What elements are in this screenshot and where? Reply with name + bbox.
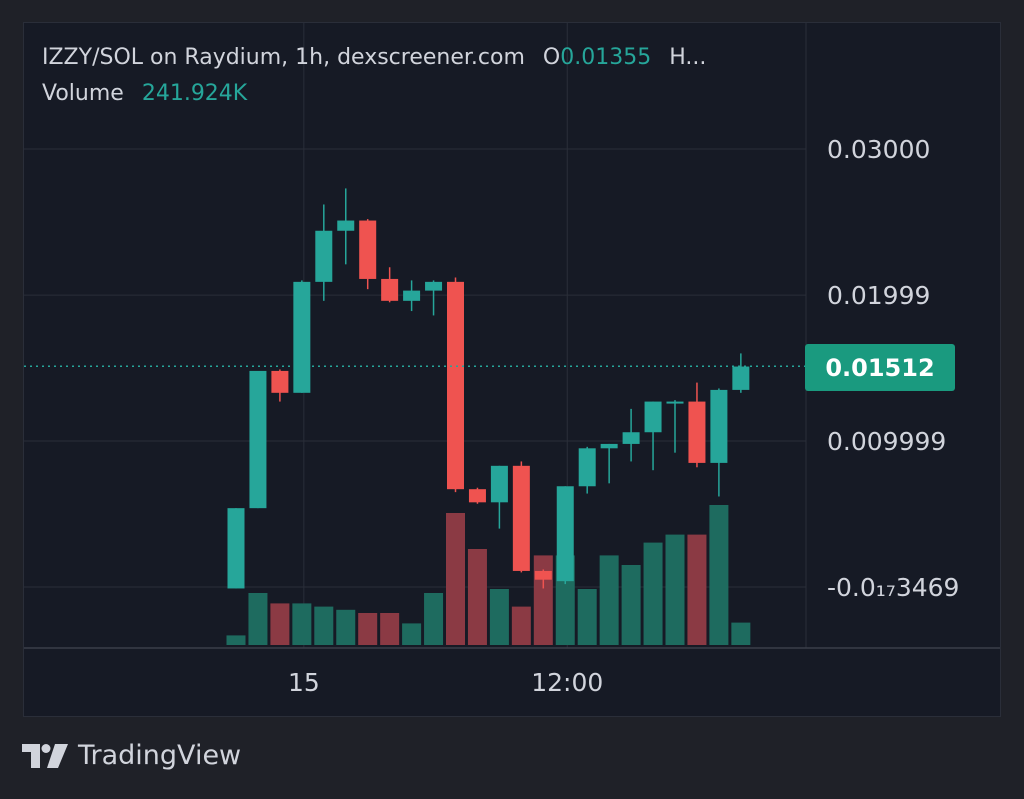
volume-bar bbox=[643, 542, 663, 645]
candle bbox=[512, 461, 530, 573]
y-tick-label: -0.0₁₇3469 bbox=[827, 573, 959, 602]
candle bbox=[600, 443, 618, 484]
volume-bar bbox=[709, 505, 729, 645]
candle-body bbox=[534, 570, 552, 580]
candle bbox=[622, 408, 640, 462]
legend-open-label: O bbox=[542, 45, 561, 70]
tradingview-logo-icon bbox=[22, 743, 68, 768]
candle bbox=[447, 277, 464, 493]
candle bbox=[468, 487, 486, 504]
candles bbox=[227, 188, 750, 589]
candle-body bbox=[710, 389, 728, 463]
footer-branding: TradingView bbox=[22, 740, 241, 771]
volume-bar bbox=[226, 635, 246, 645]
volume-bar bbox=[511, 606, 531, 645]
candle-body bbox=[447, 281, 464, 490]
chart-legend: IZZY/SOL on Raydium, 1h, dexscreener.com… bbox=[42, 45, 706, 117]
legend-open-value: 0.01355 bbox=[560, 45, 652, 70]
candle-body bbox=[688, 401, 706, 463]
candle-body bbox=[490, 465, 508, 503]
axes: 0.03000 0.01999 0.009999 -0.0₁₇3469 15 12:00 bbox=[24, 23, 1000, 697]
candle bbox=[666, 400, 684, 453]
legend-volume-label: Volume bbox=[42, 81, 124, 106]
volume-bar bbox=[424, 593, 444, 645]
candle-body bbox=[403, 290, 421, 301]
candle-body bbox=[337, 220, 355, 231]
volume-bar bbox=[446, 513, 465, 645]
volume-bar bbox=[336, 609, 356, 645]
volume-bar bbox=[621, 565, 641, 645]
candle-body bbox=[512, 465, 530, 571]
candle-body bbox=[249, 370, 267, 509]
candle bbox=[732, 353, 750, 393]
candle bbox=[337, 188, 355, 265]
volume-bar bbox=[270, 603, 290, 645]
legend-title: IZZY/SOL on Raydium, 1h, dexscreener.com bbox=[42, 45, 525, 70]
candle-body bbox=[732, 366, 750, 390]
legend-high-label: H... bbox=[669, 45, 707, 70]
candle-body bbox=[293, 281, 311, 393]
candle-body bbox=[666, 401, 684, 404]
volume-bar bbox=[248, 593, 268, 645]
candle-body bbox=[556, 486, 574, 582]
candle bbox=[271, 369, 289, 402]
volume-bar bbox=[599, 555, 619, 645]
volume-bars bbox=[226, 505, 751, 645]
y-tick-label: 0.009999 bbox=[827, 427, 946, 456]
volume-bar bbox=[731, 622, 751, 645]
candle-body bbox=[227, 508, 245, 589]
candle-body bbox=[468, 489, 486, 503]
candle-body bbox=[359, 220, 377, 279]
volume-bar bbox=[489, 589, 509, 645]
last-price-badge: 0.01512 bbox=[805, 344, 955, 391]
volume-bar bbox=[665, 534, 685, 645]
candle bbox=[534, 569, 552, 589]
candle-body bbox=[381, 278, 399, 301]
candle bbox=[490, 465, 508, 529]
candle-body bbox=[644, 401, 662, 433]
volume-bar bbox=[577, 589, 597, 645]
volume-bar bbox=[314, 606, 334, 645]
x-tick-label: 12:00 bbox=[531, 668, 603, 697]
candle bbox=[403, 280, 421, 312]
volume-bar bbox=[380, 613, 400, 645]
volume-bar bbox=[467, 549, 487, 645]
candlestick-chart[interactable]: 0.03000 0.01999 0.009999 -0.0₁₇3469 15 12:00 bbox=[24, 23, 1001, 717]
candle bbox=[227, 508, 245, 589]
volume-bar bbox=[358, 613, 378, 645]
candle bbox=[315, 204, 333, 301]
candle-body bbox=[271, 370, 289, 393]
x-tick-label: 15 bbox=[288, 668, 320, 697]
brand-name[interactable]: TradingView bbox=[78, 740, 242, 771]
legend-volume-value: 241.924K bbox=[141, 81, 248, 106]
candle bbox=[710, 388, 728, 497]
volume-bar bbox=[402, 623, 422, 645]
chart-panel: 0.03000 0.01999 0.009999 -0.0₁₇3469 15 12:00 … bbox=[23, 22, 1001, 717]
candle bbox=[688, 382, 706, 468]
candle-body bbox=[600, 443, 618, 449]
candle bbox=[578, 446, 596, 494]
candle bbox=[556, 486, 574, 585]
candle-body bbox=[622, 432, 640, 444]
volume-bar bbox=[533, 555, 553, 645]
candle bbox=[359, 219, 377, 290]
volume-bar bbox=[687, 534, 707, 645]
volume-bar bbox=[292, 603, 312, 645]
y-tick-label: 0.03000 bbox=[827, 135, 930, 164]
candle-body bbox=[578, 448, 596, 487]
candle bbox=[249, 370, 267, 509]
y-tick-label: 0.01999 bbox=[827, 281, 930, 310]
candle-body bbox=[425, 281, 443, 291]
candle bbox=[381, 267, 399, 303]
candle bbox=[644, 401, 662, 471]
candle-body bbox=[315, 230, 333, 282]
candle bbox=[425, 280, 443, 316]
candle bbox=[293, 280, 311, 393]
